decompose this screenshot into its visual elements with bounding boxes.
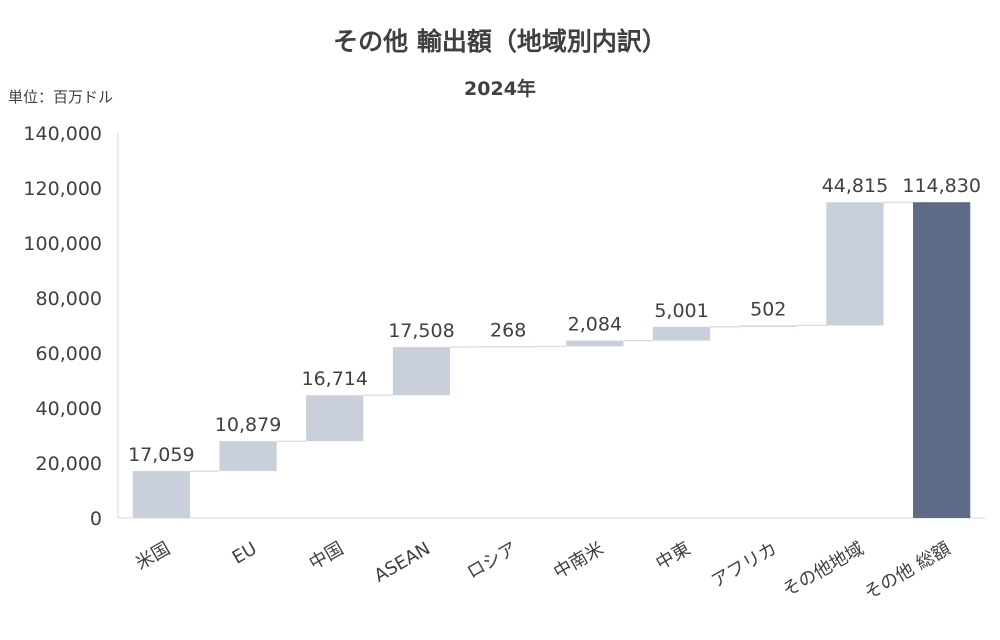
data-label: 502: [750, 298, 786, 320]
data-label: 5,001: [654, 300, 708, 322]
bar: [566, 340, 624, 347]
category-label: 中国: [306, 538, 348, 574]
unit-label: 単位：百万ドル: [8, 88, 114, 106]
bar: [913, 202, 971, 518]
y-tick-label: 20,000: [36, 453, 102, 475]
category-label: その他 総額: [861, 538, 954, 604]
bar: [306, 395, 364, 442]
bar: [132, 471, 190, 518]
bar: [652, 326, 711, 341]
data-label: 10,879: [215, 414, 281, 436]
y-tick-label: 60,000: [36, 343, 102, 365]
bar: [826, 202, 884, 326]
y-tick-label: 120,000: [23, 178, 102, 200]
data-label: 2,084: [568, 314, 622, 336]
bar: [739, 325, 797, 327]
data-label: 17,059: [128, 444, 194, 466]
data-label: 17,508: [388, 320, 454, 342]
chart-title: その他 輸出額（地域別内訳）: [333, 27, 667, 56]
y-tick-label: 100,000: [23, 233, 102, 255]
y-tick-label: 0: [90, 508, 102, 530]
data-label: 16,714: [302, 368, 368, 390]
category-label: その他地域: [779, 538, 867, 601]
data-label: 44,815: [822, 175, 888, 197]
category-label: アフリカ: [708, 538, 781, 592]
y-tick-label: 40,000: [36, 398, 102, 420]
bar: [219, 441, 277, 472]
category-label: EU: [229, 538, 261, 568]
y-tick-label: 80,000: [36, 288, 102, 310]
category-label: 中南米: [550, 538, 607, 583]
bar: [479, 346, 537, 348]
category-label: ASEAN: [371, 538, 434, 587]
bar: [392, 347, 451, 396]
y-tick-label: 140,000: [23, 123, 102, 145]
category-label: 米国: [132, 538, 174, 574]
category-label: ロシア: [463, 538, 520, 583]
data-label: 268: [490, 319, 526, 341]
category-label: 中東: [652, 538, 694, 574]
chart-subtitle: 2024年: [464, 78, 536, 100]
data-label: 114,830: [902, 175, 981, 197]
